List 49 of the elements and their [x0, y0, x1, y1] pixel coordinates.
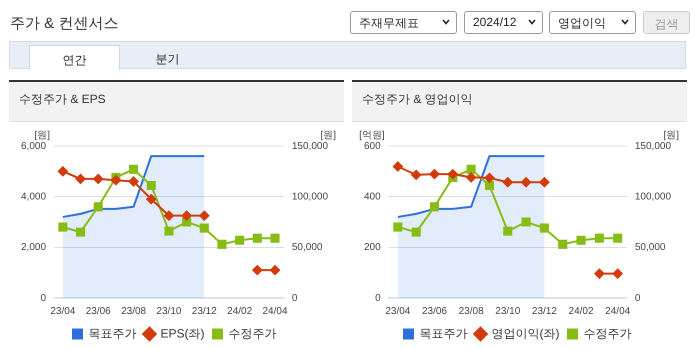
x-tick-label: 23/12 [192, 306, 218, 317]
y2-tick-label: 0 [634, 292, 641, 304]
y2-tick-label: 100,000 [634, 191, 672, 202]
dropdown: 2024/12 [464, 11, 543, 34]
y-tick-label: 0 [40, 292, 46, 304]
legend-label: 영업이익(좌) [492, 326, 560, 340]
x-tick-label: 24/02 [227, 306, 253, 317]
y2-tick-label: 50,000 [634, 242, 666, 254]
x-tick-label: 23/10 [495, 306, 521, 317]
legend-label: 수정주가 [583, 326, 632, 340]
y2-tick-label: 150,000 [292, 140, 328, 152]
y-tick-label: 6,000 [20, 140, 46, 152]
x-tick-label: 23/06 [422, 306, 448, 317]
x-tick-label: 24/04 [605, 306, 631, 317]
y2-tick-label: 150,000 [634, 140, 672, 152]
x-tick-label: 23/06 [86, 306, 112, 317]
y-tick-label: 600 [364, 140, 382, 152]
y-axis-title: [억원] [359, 130, 385, 141]
y2-tick-label: 50,000 [292, 242, 323, 254]
x-tick-label: 23/08 [458, 306, 484, 317]
dropdown: 주재무제표 [350, 11, 457, 34]
legend-label: 수정주가 [228, 326, 276, 340]
text: 연간 [29, 45, 120, 70]
chart-title: 수정주가 & EPS [9, 82, 344, 122]
legend-label: EPS(좌) [160, 326, 205, 340]
text: 분기 [154, 51, 180, 68]
y2-axis-title: [원] [320, 130, 336, 141]
y2-tick-label: 0 [292, 292, 298, 304]
text: 주가 & 컨센서스 [10, 14, 118, 33]
y-tick-label: 4,000 [20, 191, 46, 202]
x-tick-label: 24/04 [262, 306, 288, 317]
dropdown: 영업이익 [549, 11, 636, 34]
button: 검색 [643, 11, 690, 34]
y-tick-label: 400 [364, 191, 382, 202]
chart-title: 수정주가 & 영업이익 [352, 82, 687, 122]
x-tick-label: 24/02 [568, 306, 594, 317]
y2-tick-label: 100,000 [292, 191, 328, 202]
x-tick-label: 23/04 [50, 306, 76, 317]
x-tick-label: 23/04 [385, 306, 411, 317]
legend-label: 목표주가 [420, 326, 468, 340]
x-tick-label: 23/12 [532, 306, 558, 317]
y-tick-label: 200 [364, 242, 382, 254]
y-tick-label: 2,000 [20, 242, 46, 254]
y-axis-title: [원] [34, 130, 50, 141]
y-tick-label: 0 [375, 292, 382, 304]
x-tick-label: 23/10 [156, 306, 182, 317]
legend-label: 목표주가 [88, 326, 136, 340]
y2-axis-title: [원] [663, 130, 680, 141]
x-tick-label: 23/08 [121, 306, 147, 317]
